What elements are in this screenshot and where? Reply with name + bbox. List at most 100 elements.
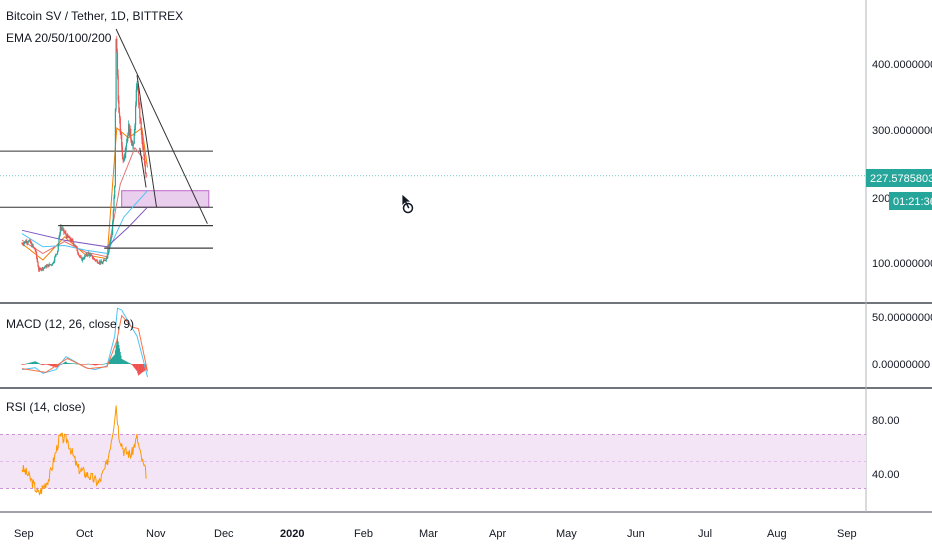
macd-histogram-bar — [139, 364, 141, 374]
macd-histogram-bar — [116, 340, 118, 364]
candle — [63, 228, 65, 233]
candle — [79, 256, 82, 258]
price-tick-label[interactable]: 200. — [872, 193, 893, 205]
candle — [75, 245, 77, 247]
macd-histogram-bar — [48, 364, 50, 366]
candle — [87, 252, 89, 256]
candle — [36, 258, 38, 263]
x-tick-label[interactable]: Aug — [767, 528, 787, 540]
macd-histogram-bar — [54, 364, 56, 368]
candle — [138, 102, 140, 104]
macd-histogram-bar — [65, 361, 67, 364]
candle — [102, 261, 104, 264]
x-tick-label[interactable]: Sep — [837, 528, 857, 540]
macd-histogram-bar — [93, 364, 95, 366]
price-tick-label[interactable]: 400.00000000 — [872, 59, 932, 71]
candle — [31, 244, 34, 247]
macd-histogram-bar — [70, 363, 72, 364]
macd-histogram-bar — [104, 363, 106, 365]
candle — [49, 264, 52, 266]
x-tick-label[interactable]: Apr — [489, 528, 506, 540]
macd-histogram-bar — [38, 363, 40, 365]
candle — [139, 103, 141, 119]
x-tick-label[interactable]: Oct — [76, 528, 93, 540]
candle — [56, 250, 59, 254]
x-tick-label[interactable]: Jun — [627, 528, 645, 540]
candle — [47, 264, 50, 267]
candle — [35, 250, 37, 253]
candle — [85, 253, 87, 256]
candle — [89, 253, 91, 256]
rsi-tick-label[interactable]: 80.00 — [872, 415, 900, 427]
macd-layer — [21, 307, 148, 378]
macd-histogram-bar — [110, 358, 112, 364]
x-tick-label[interactable]: Sep — [14, 528, 34, 540]
candle — [82, 257, 84, 259]
macd-histogram-bar — [53, 364, 55, 367]
macd-histogram-bar — [103, 363, 105, 365]
rsi-tick-label[interactable]: 40.00 — [872, 469, 900, 481]
candle — [52, 262, 54, 265]
macd-histogram-bar — [130, 363, 132, 365]
macd-histogram-bar — [49, 364, 51, 366]
macd-histogram-bar — [57, 364, 59, 367]
x-tick-label[interactable]: Jul — [698, 528, 712, 540]
candle — [49, 263, 51, 265]
x-tick-label[interactable]: Dec — [214, 528, 234, 540]
x-tick-label[interactable]: Feb — [354, 528, 373, 540]
macd-histogram-bar — [66, 362, 68, 364]
price-tick-label[interactable]: 300.00000000 — [872, 125, 932, 137]
candle — [33, 247, 36, 250]
candle — [141, 139, 144, 146]
macd-tick-label[interactable]: 0.00000000 — [872, 359, 930, 371]
macd-histogram-bar — [32, 361, 34, 364]
candle — [50, 264, 52, 266]
macd-histogram-bar — [61, 364, 63, 365]
candle — [137, 85, 139, 88]
macd-histogram-bar — [39, 363, 41, 365]
candle — [64, 232, 66, 234]
x-tick-label[interactable]: Nov — [146, 528, 166, 540]
candle — [76, 246, 78, 252]
candle — [93, 258, 95, 260]
macd-histogram-bar — [97, 364, 99, 365]
candle — [128, 124, 130, 136]
trend-line — [139, 147, 147, 188]
macd-histogram-bar — [63, 362, 65, 364]
macd-histogram-bar — [23, 364, 25, 365]
candle — [77, 253, 80, 256]
macd-histogram-bar — [64, 361, 66, 364]
candle — [84, 255, 87, 257]
candle — [63, 232, 66, 234]
x-tick-label[interactable]: 2020 — [280, 528, 304, 540]
macd-histogram-bar — [142, 364, 144, 372]
macd-histogram-bar — [101, 364, 103, 365]
candle — [86, 253, 88, 256]
macd-histogram-bar — [83, 364, 85, 365]
macd-histogram-bar — [29, 362, 31, 364]
candle — [79, 255, 81, 257]
candle — [120, 132, 122, 135]
candle — [113, 197, 115, 211]
macd-histogram-bar — [57, 364, 59, 367]
rsi-band-layer — [0, 434, 866, 489]
candle — [74, 244, 76, 246]
macd-tick-label[interactable]: 50.00000000 — [872, 312, 932, 324]
candle — [26, 241, 28, 243]
candle — [95, 260, 98, 262]
macd-histogram-bar — [26, 363, 28, 365]
macd-histogram-bar — [113, 355, 115, 364]
candle — [82, 257, 84, 261]
candle — [101, 262, 103, 264]
x-tick-label[interactable]: May — [556, 528, 577, 540]
candle — [66, 234, 68, 238]
price-tick-label[interactable]: 100.00000000 — [872, 258, 932, 270]
x-tick-label[interactable]: Mar — [419, 528, 438, 540]
candle — [135, 89, 137, 106]
ema-legend: EMA 20/50/100/200 — [6, 31, 112, 45]
candle — [33, 246, 35, 248]
candle — [38, 268, 41, 271]
macd-histogram-bar — [117, 341, 119, 364]
candle — [107, 254, 109, 259]
